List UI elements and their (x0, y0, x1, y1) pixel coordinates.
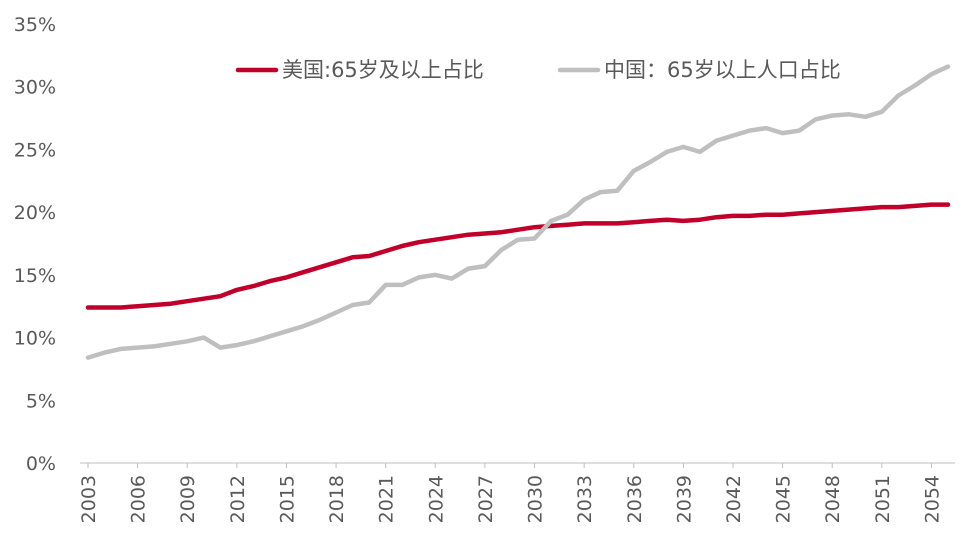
y-tick-label: 20% (14, 202, 56, 224)
x-tick-label: 2048 (822, 475, 844, 523)
y-tick-label: 15% (14, 265, 56, 287)
x-tick-label: 2024 (425, 475, 447, 523)
x-tick-label: 2027 (475, 475, 497, 523)
x-tick-label: 2042 (723, 475, 745, 523)
y-tick-label: 30% (14, 77, 56, 99)
x-tick-label: 2012 (227, 475, 249, 523)
x-tick-label: 2054 (921, 475, 943, 523)
x-tick-label: 2009 (177, 475, 199, 523)
y-tick-label: 10% (14, 328, 56, 350)
x-tick-label: 2045 (773, 475, 795, 523)
x-tick-label: 2051 (872, 475, 894, 523)
y-tick-label: 35% (14, 14, 56, 36)
x-axis-tick-labels: 2003 2006 2009 2012 2015 2018 2021 2024 2027 2030… (78, 475, 943, 523)
y-tick-label: 25% (14, 139, 56, 161)
x-tick-label: 2033 (574, 475, 596, 523)
x-axis (80, 462, 955, 468)
y-axis-tick-labels: 0% 5% 10% 15% 20% 25% 30% 35% (14, 14, 56, 475)
x-tick-label: 2030 (525, 475, 547, 523)
series-line-china (85, 64, 951, 360)
y-tick-label: 5% (26, 390, 56, 412)
x-tick-label: 2039 (673, 475, 695, 523)
x-tick-label: 2006 (128, 475, 150, 523)
x-tick-label: 2003 (78, 475, 100, 523)
series-line-us (85, 202, 951, 310)
x-tick-label: 2015 (276, 475, 298, 523)
x-tick-label: 2036 (624, 475, 646, 523)
y-tick-label: 0% (26, 453, 56, 475)
legend-label-china: 中国：65岁以上人口占比 (604, 58, 841, 82)
series-lines (85, 64, 951, 360)
legend: 美国:65岁及以上占比 中国：65岁以上人口占比 (235, 58, 841, 82)
x-tick-label: 2018 (326, 475, 348, 523)
legend-label-us: 美国:65岁及以上占比 (282, 58, 484, 82)
x-tick-label: 2021 (376, 475, 398, 523)
